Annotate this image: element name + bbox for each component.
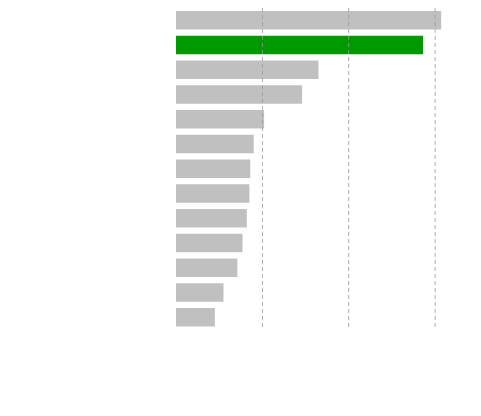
bar [176,11,442,30]
bars-group [176,11,442,327]
bar [176,134,254,154]
bar [176,283,224,302]
bar [176,233,243,253]
bar [176,258,238,277]
bar [176,209,247,228]
bar [176,159,251,178]
gridlines-group [261,8,436,328]
bar-highlighted [176,35,423,55]
bar [176,184,250,203]
bar [176,60,319,79]
bar [176,308,215,327]
bar [176,85,303,104]
bar [176,110,265,129]
